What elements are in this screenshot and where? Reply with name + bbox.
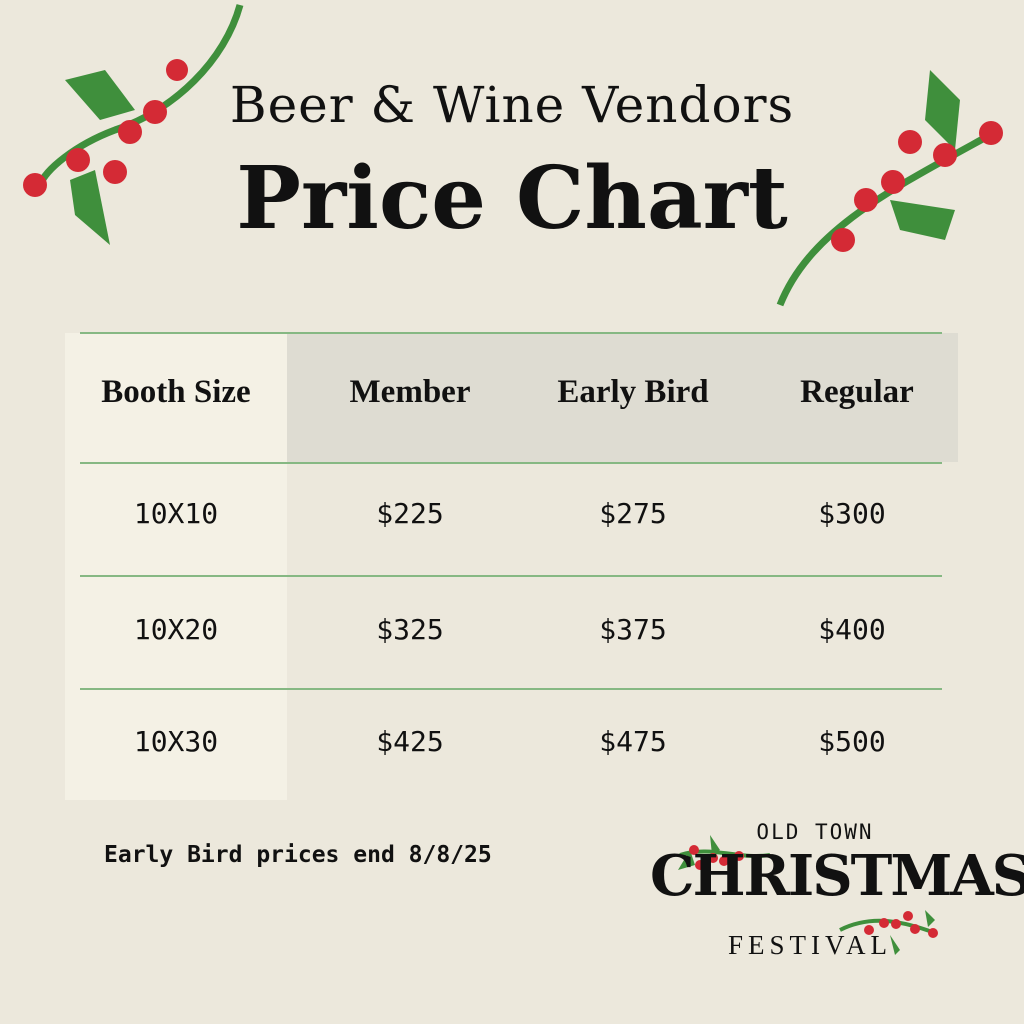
member-price-cell: $325 xyxy=(376,613,444,646)
column-header-member: Member xyxy=(349,374,471,410)
early-bird-note: Early Bird prices end 8/8/25 xyxy=(104,842,492,868)
logo-holly-icon xyxy=(678,835,938,955)
booth-size-cell: 10X20 xyxy=(133,613,219,646)
page-subtitle: Beer & Wine Vendors xyxy=(229,76,795,134)
logo-line-christmas: CHRISTMAS xyxy=(650,843,1024,909)
column-header-regular: Regular xyxy=(800,374,914,410)
early-bird-price-cell: $475 xyxy=(599,725,667,758)
booth-size-cell: 10X30 xyxy=(133,725,219,758)
header-row-background xyxy=(287,333,958,462)
holly-decoration-left-icon xyxy=(23,4,244,245)
divider xyxy=(80,575,942,577)
booth-size-cell: 10X10 xyxy=(133,497,219,530)
column-header-early-bird: Early Bird xyxy=(557,374,709,410)
regular-price-cell: $400 xyxy=(818,613,886,646)
logo-line-festival: FESTIVAL xyxy=(727,930,893,960)
member-price-cell: $425 xyxy=(376,725,444,758)
booth-size-column-background xyxy=(65,333,287,800)
logo-line-old-town: OLD TOWN xyxy=(756,820,874,844)
divider xyxy=(80,688,942,690)
member-price-cell: $225 xyxy=(376,497,444,530)
page-title: Price Chart xyxy=(236,148,788,249)
regular-price-cell: $300 xyxy=(818,497,886,530)
divider xyxy=(80,462,942,464)
holly-decoration-right-icon xyxy=(776,70,1003,307)
column-header-booth-size: Booth Size xyxy=(101,374,251,410)
early-bird-price-cell: $375 xyxy=(599,613,667,646)
festival-logo: OLD TOWN CHRISTMAS FESTIVAL xyxy=(650,815,1024,975)
divider xyxy=(80,332,942,334)
early-bird-price-cell: $275 xyxy=(599,497,667,530)
regular-price-cell: $500 xyxy=(818,725,886,758)
